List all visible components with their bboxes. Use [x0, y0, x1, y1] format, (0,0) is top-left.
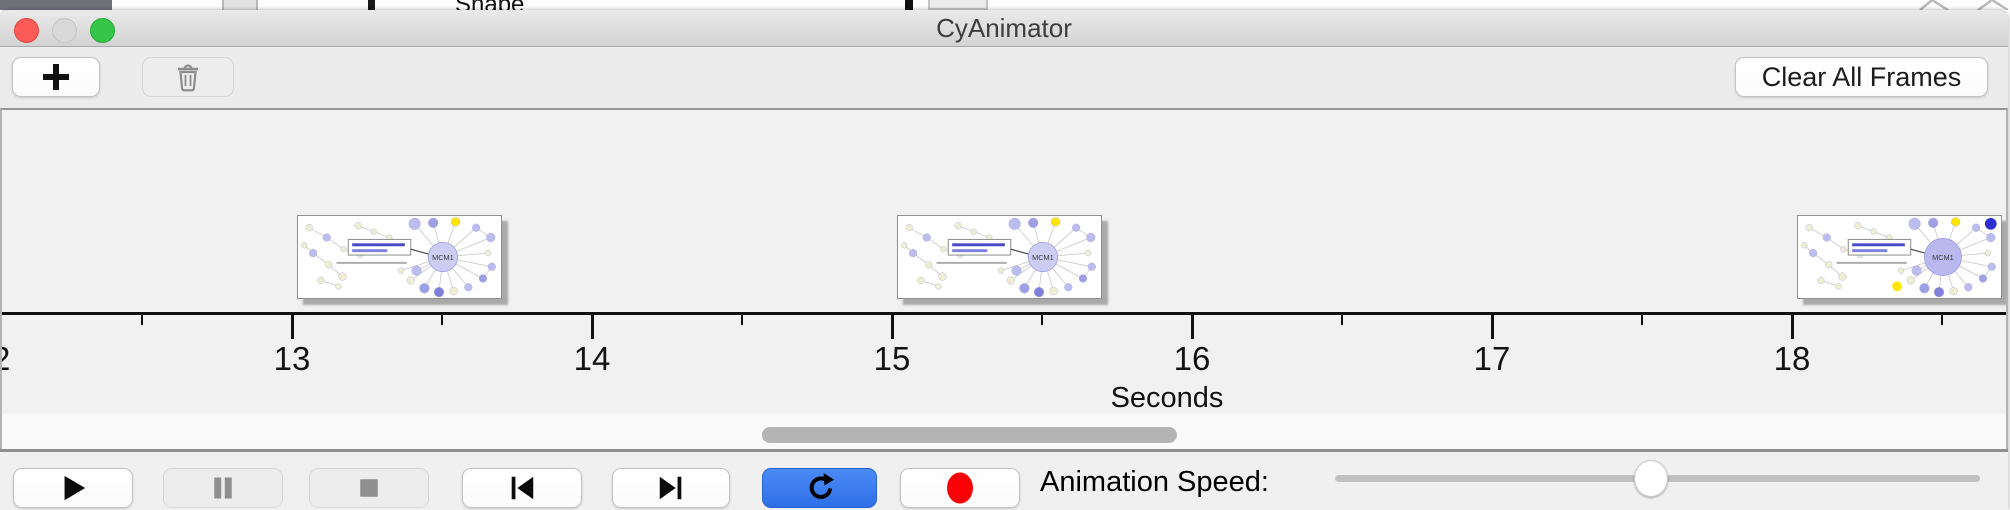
axis-tick-label-15: 15: [873, 340, 911, 377]
minimize-button[interactable]: [52, 18, 77, 43]
close-button[interactable]: [14, 18, 39, 43]
background-fragment: [0, 0, 112, 10]
plus-icon: [43, 64, 69, 90]
background-fragment: [928, 0, 988, 10]
timeline-scrollbar[interactable]: [2, 414, 2006, 449]
axis-major-tick-14: [590, 313, 594, 339]
background-network-edges: [1919, 0, 2009, 10]
axis-tick-label-17: 17: [1473, 340, 1511, 377]
skip-to-end-button[interactable]: [612, 468, 730, 508]
delete-frame-button[interactable]: [142, 57, 234, 97]
axis-tick-label-18: 18: [1773, 340, 1811, 377]
axis-minor-tick-12.5: [141, 313, 143, 325]
axis-tick-label-14: 14: [573, 340, 611, 377]
pause-button[interactable]: [163, 468, 283, 508]
cyanimator-window: CyAnimator Clear All Frames 1: [0, 10, 2008, 510]
frame-thumbnail-15s[interactable]: MCM1: [897, 215, 1102, 299]
frame-thumbnail-18s[interactable]: MCM1: [1797, 215, 2002, 299]
titlebar[interactable]: CyAnimator: [0, 10, 2008, 47]
axis-tick-label-16: 16: [1173, 340, 1211, 377]
stop-button[interactable]: [309, 468, 429, 508]
speed-slider-knob[interactable]: [1634, 460, 1669, 497]
record-icon: [947, 472, 973, 504]
svg-text:MCM1: MCM1: [1932, 253, 1954, 262]
axis-minor-tick-15.5: [1041, 313, 1043, 325]
trash-icon: [178, 64, 198, 92]
background-fragment: [368, 0, 375, 10]
axis-minor-tick-13.5: [441, 313, 443, 325]
stop-icon: [360, 479, 378, 497]
window-title: CyAnimator: [936, 13, 1072, 43]
play-button[interactable]: [13, 468, 133, 508]
axis-minor-tick-16.5: [1341, 313, 1343, 325]
axis-minor-tick-14.5: [741, 313, 743, 325]
axis-minor-tick-17.5: [1641, 313, 1643, 325]
playback-controls: Animation Speed:: [0, 452, 2008, 510]
axis-tick-label-13: 13: [273, 340, 311, 377]
record-button[interactable]: [900, 468, 1020, 508]
frame-toolbar: Clear All Frames: [0, 47, 2008, 108]
scrollbar-thumb[interactable]: [762, 427, 1177, 443]
skip-to-start-icon: [511, 476, 534, 500]
axis-major-tick-16: [1190, 313, 1194, 339]
background-window: Shape: [0, 0, 2010, 10]
skip-to-start-button[interactable]: [462, 468, 582, 508]
svg-text:MCM1: MCM1: [1032, 253, 1054, 262]
skip-to-end-icon: [659, 476, 682, 500]
timeline-axis: [2, 312, 2006, 315]
axis-major-tick-15: [890, 313, 894, 339]
loop-button[interactable]: [762, 468, 877, 508]
axis-minor-tick-18.5: [1941, 313, 1943, 325]
axis-caption: Seconds: [1110, 382, 1224, 414]
axis-major-tick-17: [1490, 313, 1494, 339]
loop-icon: [809, 473, 834, 499]
speed-slider-track[interactable]: [1335, 460, 1980, 497]
play-icon: [64, 475, 86, 501]
axis-major-tick-13: [290, 313, 294, 339]
frame-thumbnail-13s[interactable]: MCM1: [297, 215, 502, 299]
background-fragment: [222, 0, 258, 10]
axis-tick-label-12: 12: [2, 340, 32, 378]
background-shape-label: Shape: [455, 0, 524, 10]
axis-major-tick-18: [1790, 313, 1794, 339]
divider: [0, 449, 2008, 452]
background-fragment: [905, 0, 913, 10]
pause-icon: [214, 477, 232, 499]
zoom-button[interactable]: [90, 18, 115, 43]
clear-all-frames-button[interactable]: Clear All Frames: [1735, 57, 1988, 97]
animation-speed-label: Animation Speed:: [1040, 466, 1269, 498]
add-frame-button[interactable]: [12, 57, 100, 97]
svg-text:MCM1: MCM1: [432, 253, 454, 262]
timeline-panel[interactable]: 12 13 14 15 16 17 18 MCM1 MCM1 MCM1 Seconds: [0, 108, 2008, 449]
